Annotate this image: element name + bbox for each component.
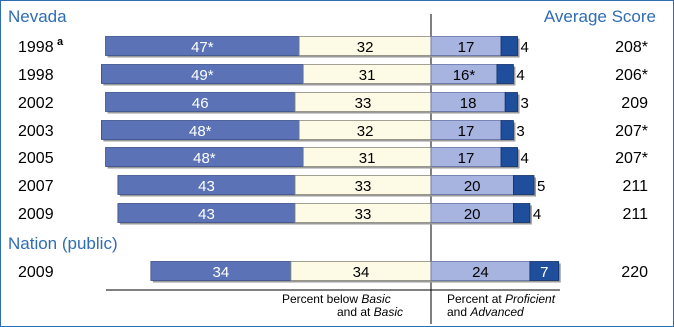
bar-advanced — [500, 36, 518, 56]
basic-label: 33 — [355, 206, 372, 223]
advanced-label: 5 — [537, 178, 545, 195]
proficient-label: 17 — [458, 39, 475, 56]
bar-advanced — [504, 92, 518, 112]
bar-advanced — [513, 203, 531, 223]
proficient-label: 16* — [453, 67, 476, 84]
year-label: 1998 — [18, 67, 54, 84]
basic-label: 33 — [355, 95, 372, 112]
proficient-label: 20 — [464, 178, 481, 195]
average-score-value: 207* — [615, 150, 648, 167]
advanced-label: 4 — [521, 39, 529, 56]
footnote-marker: a — [57, 36, 64, 48]
below-basic-label: 47* — [191, 39, 214, 56]
proficient-label: 20 — [464, 206, 481, 223]
average-score-value: 211 — [622, 178, 648, 195]
year-label: 2005 — [18, 150, 54, 167]
bar-advanced — [496, 64, 514, 84]
advanced-label: 4 — [533, 206, 541, 223]
average-score-value: 209 — [621, 95, 648, 112]
year-label: 2009 — [18, 206, 54, 223]
below-basic-label: 46 — [192, 95, 209, 112]
proficient-label: 24 — [472, 264, 489, 281]
below-basic-label: 34 — [213, 264, 230, 281]
advanced-label: 3 — [516, 123, 524, 140]
below-basic-label: 49* — [191, 67, 214, 84]
bars-group: 1998 a 47* 32 17 4 208*1998 49* 31 16* 4 206*2002 46… — [18, 36, 648, 283]
advanced-label: 4 — [521, 150, 529, 167]
bar-advanced — [500, 147, 518, 167]
average-score-value: 206* — [615, 67, 648, 84]
advanced-label: 4 — [516, 67, 524, 84]
basic-label: 31 — [359, 150, 376, 167]
below-basic-label: 43 — [198, 206, 215, 223]
year-label: 2009 — [18, 264, 54, 281]
average-score-value: 211 — [622, 206, 648, 223]
nation-title: Nation (public) — [8, 234, 118, 253]
below-basic-label: 48* — [193, 150, 216, 167]
below-basic-label: 48* — [189, 123, 212, 140]
advanced-label: 7 — [540, 264, 548, 281]
proficient-label: 17 — [458, 123, 475, 140]
year-label: 2007 — [18, 178, 54, 195]
basic-label: 32 — [357, 123, 374, 140]
average-score-value: 207* — [615, 123, 648, 140]
bar-advanced — [500, 120, 514, 140]
state-title: Nevada — [8, 7, 67, 26]
average-score-value: 220 — [621, 264, 648, 281]
proficient-label: 17 — [458, 150, 475, 167]
year-label: 2003 — [18, 123, 54, 140]
average-score-value: 208* — [615, 39, 648, 56]
average-score-header: Average Score — [544, 7, 656, 26]
basic-label: 34 — [353, 264, 370, 281]
basic-label: 32 — [357, 39, 374, 56]
basic-label: 33 — [355, 178, 372, 195]
bar-advanced — [513, 175, 535, 195]
left-axis-label: Percent below Basic and at Basic — [282, 292, 403, 319]
advanced-label: 3 — [521, 95, 529, 112]
right-axis-label: Percent at Proficient and Advanced — [447, 292, 558, 319]
year-label: 2002 — [18, 95, 54, 112]
year-label: 1998 — [18, 39, 54, 56]
bar-advanced — [529, 261, 560, 281]
below-basic-label: 43 — [198, 178, 215, 195]
basic-label: 31 — [359, 67, 376, 84]
proficient-label: 18 — [460, 95, 477, 112]
